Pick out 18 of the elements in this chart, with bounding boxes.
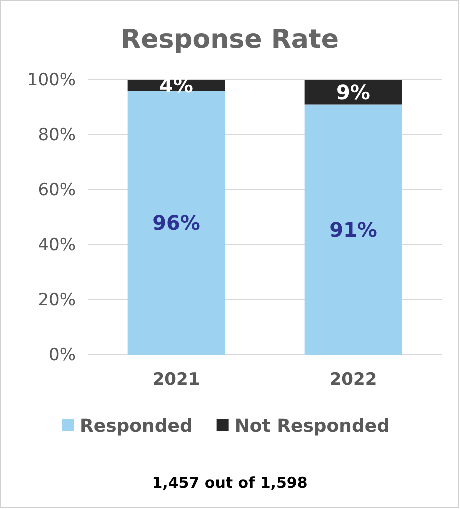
y-tick-label: 20% [38, 290, 76, 310]
text: 1,457 out of 1,598 [152, 474, 308, 492]
y-tick-label: 100% [27, 70, 76, 90]
bar [304, 80, 402, 105]
x-tick-label: 2022 [330, 370, 378, 390]
x-tick-label: 2021 [152, 370, 200, 390]
data-label: 9% [336, 80, 370, 104]
y-tick-label: 40% [38, 235, 76, 256]
bar [304, 104, 402, 355]
legend-label: Responded [80, 416, 193, 437]
data-label: 96% [152, 211, 200, 235]
y-tick-label: 60% [38, 180, 76, 200]
legend-label: Not Responded [234, 416, 390, 437]
bar [128, 91, 226, 355]
data-label: 91% [330, 218, 378, 242]
y-tick-label: 0% [49, 345, 76, 366]
chart-title: Response Rate [121, 25, 339, 55]
y-tick-label: 80% [38, 125, 76, 146]
